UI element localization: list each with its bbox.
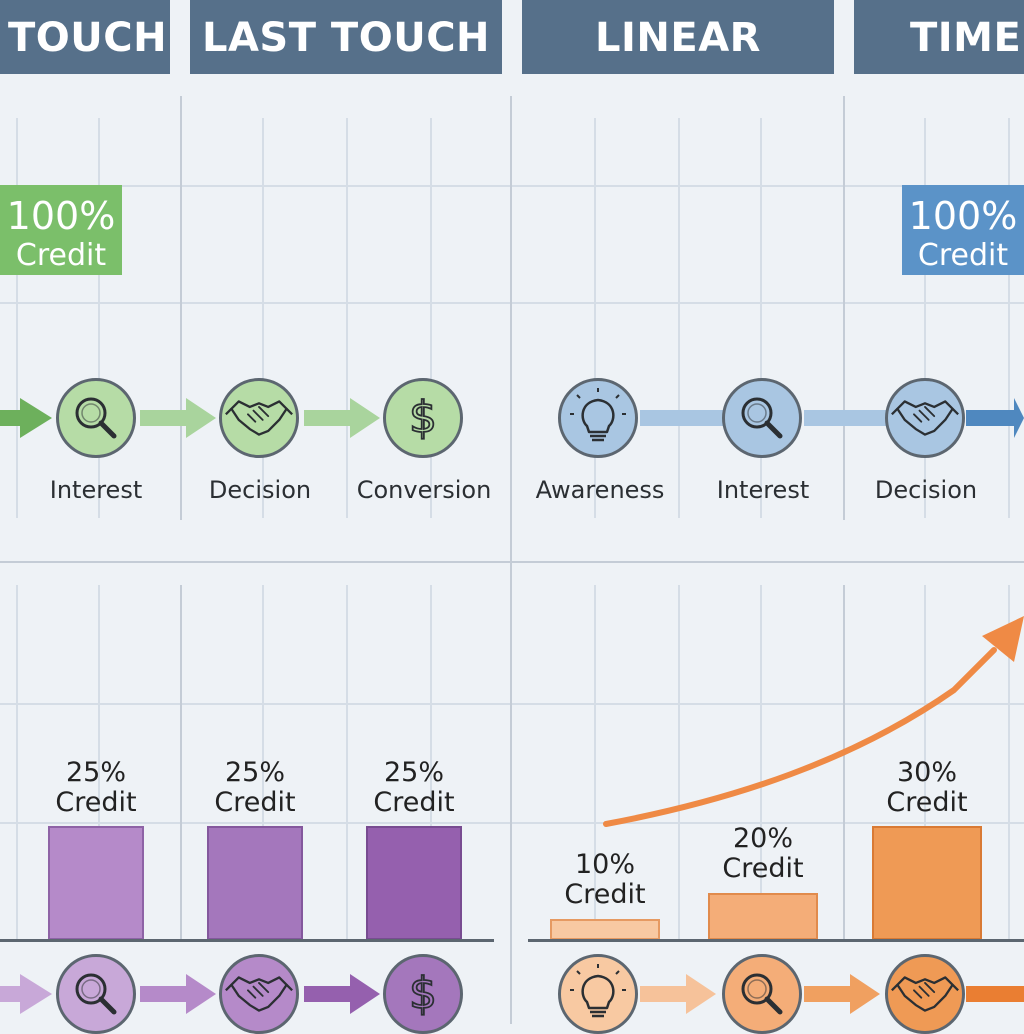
tab-last-touch-label: LAST TOUCH — [201, 15, 491, 61]
credit-label: Credit — [15, 237, 107, 273]
stage-label-awareness: Awareness — [535, 476, 665, 504]
bar-percent: 20% — [732, 823, 793, 854]
tab-linear-label: LINEAR — [595, 15, 761, 61]
handshake-icon — [890, 400, 960, 436]
green-flow-arrows — [0, 398, 380, 438]
bar-label-linear-1: 25% Credit — [26, 757, 166, 819]
lightbulb-icon — [568, 962, 628, 1018]
bar-label-linear-3: 25% Credit — [344, 757, 484, 819]
bar-percent: 10% — [574, 849, 635, 880]
node-interest-purple — [56, 954, 136, 1034]
node-interest-green — [56, 378, 136, 458]
node-interest-orange — [722, 954, 802, 1034]
stage-label-decision: Decision — [208, 476, 312, 504]
bar-label-decay-2: 20% Credit — [693, 823, 833, 885]
tab-last-touch[interactable]: LAST TOUCH — [190, 0, 502, 74]
credit-label: Credit — [917, 237, 1009, 273]
node-conversion-purple — [383, 954, 463, 1034]
handshake-icon — [224, 976, 294, 1012]
bar-percent: 30% — [896, 757, 957, 788]
tab-first-touch-label: TOUCH — [8, 15, 168, 61]
tab-time-decay[interactable]: TIME D — [854, 0, 1024, 74]
dollar-icon — [408, 391, 438, 444]
bar-credit: Credit — [55, 787, 137, 819]
linear-baseline — [0, 939, 494, 942]
bar-credit: Credit — [886, 787, 968, 819]
bar-credit: Credit — [564, 879, 646, 911]
node-interest-blue — [722, 378, 802, 458]
magnifier-icon — [66, 388, 126, 448]
node-decision-blue — [885, 378, 965, 458]
bar-percent: 25% — [65, 757, 126, 788]
credit-box-blue: 100% Credit — [902, 185, 1024, 275]
stage-label-interest: Interest — [49, 476, 143, 504]
dollar-icon — [408, 967, 438, 1020]
growth-trend-arrow — [603, 616, 1024, 827]
tab-time-decay-label: TIME D — [910, 15, 1024, 61]
bar-decay-2 — [708, 893, 818, 940]
handshake-icon — [224, 400, 294, 436]
tab-linear[interactable]: LINEAR — [522, 0, 834, 74]
bar-linear-1 — [48, 826, 144, 940]
stage-label-interest: Interest — [716, 476, 810, 504]
bar-percent: 25% — [383, 757, 444, 788]
node-conversion-green — [383, 378, 463, 458]
bar-percent: 25% — [224, 757, 285, 788]
magnifier-icon — [732, 964, 792, 1024]
node-decision-green — [219, 378, 299, 458]
bar-label-linear-2: 25% Credit — [185, 757, 325, 819]
blue-flow-connectors — [640, 398, 1024, 438]
magnifier-icon — [732, 388, 792, 448]
bar-credit: Credit — [722, 853, 804, 885]
stage-label-conversion: Conversion — [356, 476, 492, 504]
credit-percent: 100% — [6, 194, 116, 238]
node-awareness-orange — [558, 954, 638, 1034]
bar-linear-3 — [366, 826, 462, 940]
decay-baseline — [528, 939, 1024, 942]
lightbulb-icon — [568, 386, 628, 442]
bar-label-decay-3: 30% Credit — [857, 757, 997, 819]
orange-flow-arrows — [640, 974, 1024, 1014]
purple-flow-arrows — [0, 974, 380, 1014]
bar-label-decay-1: 10% Credit — [535, 849, 675, 911]
node-awareness-blue — [558, 378, 638, 458]
credit-percent: 100% — [908, 194, 1018, 238]
credit-box-green: 100% Credit — [0, 185, 122, 275]
stage-label-decision: Decision — [874, 476, 978, 504]
tab-first-touch[interactable]: TOUCH — [0, 0, 170, 74]
bar-credit: Credit — [373, 787, 455, 819]
node-decision-purple — [219, 954, 299, 1034]
bar-credit: Credit — [214, 787, 296, 819]
handshake-icon — [890, 976, 960, 1012]
bar-decay-1 — [550, 919, 660, 940]
node-decision-orange — [885, 954, 965, 1034]
magnifier-icon — [66, 964, 126, 1024]
bar-decay-3 — [872, 826, 982, 940]
bar-linear-2 — [207, 826, 303, 940]
